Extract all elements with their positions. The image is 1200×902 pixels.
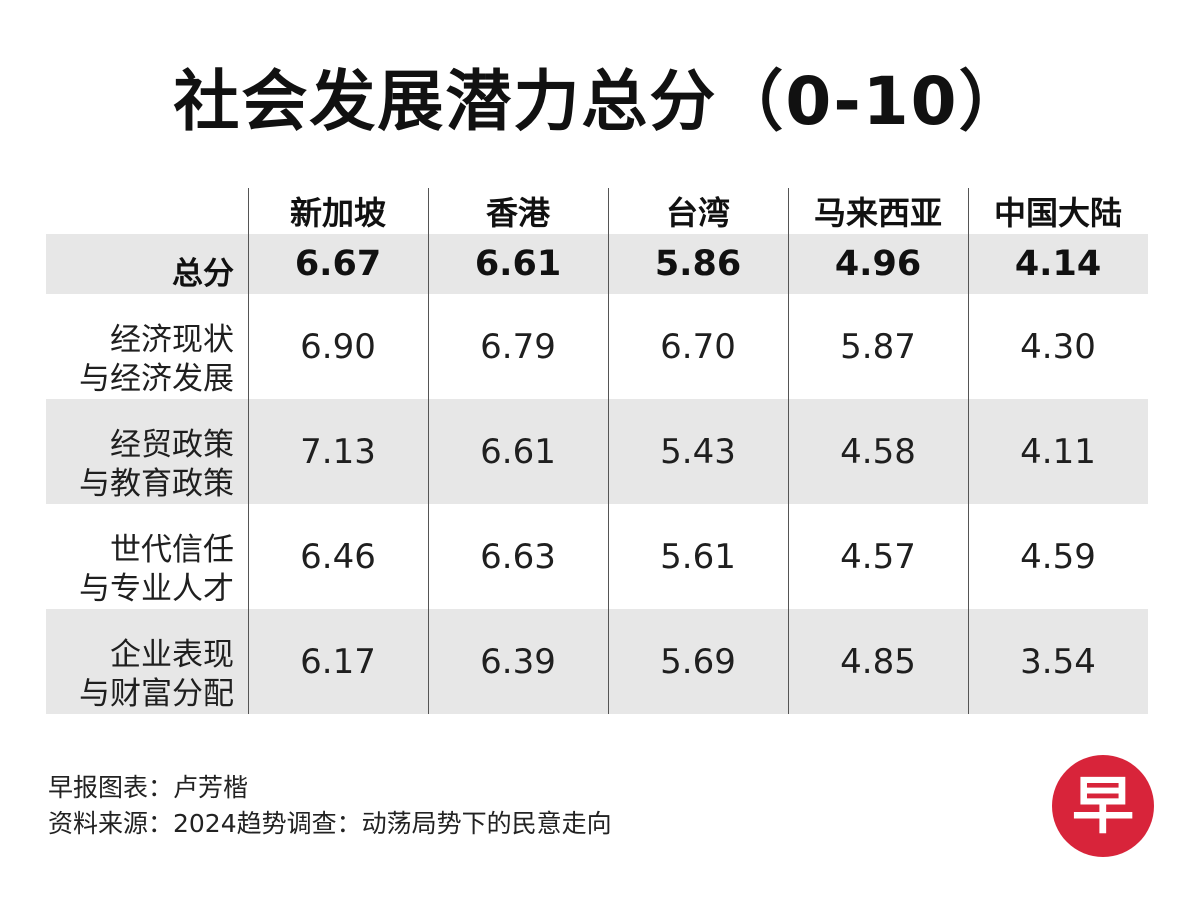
table-cell: 4.59 [1020, 536, 1096, 577]
row-label-line: 世代信任 [110, 532, 234, 568]
table-cell: 3.54 [1020, 641, 1096, 682]
table-row-total: 总分 6.67 6.61 5.86 4.96 4.14 [46, 234, 1148, 294]
row-label: 世代信任 与专业人才 [46, 504, 248, 609]
table-cell: 6.79 [480, 326, 556, 367]
table-cell: 4.96 [834, 244, 922, 284]
footer: 早报图表：卢芳楷 资料来源：2024趋势调查：动荡局势下的民意走向 [48, 770, 612, 842]
table-header-row: 新加坡 香港 台湾 马来西亚 中国大陆 [46, 188, 1148, 234]
table-cell: 4.58 [840, 431, 916, 472]
table-cell: 6.61 [480, 431, 556, 472]
table-cell: 6.70 [660, 326, 736, 367]
table-cell: 6.17 [300, 641, 376, 682]
zaobao-logo-icon: 早 [1052, 755, 1154, 857]
column-divider [428, 188, 429, 714]
column-divider [788, 188, 789, 714]
table-cell: 6.39 [480, 641, 556, 682]
chart-title: 社会发展潜力总分（0-10） [173, 63, 1027, 140]
table-row: 经贸政策 与教育政策 7.13 6.61 5.43 4.58 4.11 [46, 399, 1148, 504]
column-header: 马来西亚 [813, 194, 942, 232]
table-row: 经济现状 与经济发展 6.90 6.79 6.70 5.87 4.30 [46, 294, 1148, 399]
table-cell: 4.30 [1020, 326, 1096, 367]
row-label: 经贸政策 与教育政策 [46, 399, 248, 504]
logo-char: 早 [1071, 769, 1134, 842]
credit-text: 早报图表：卢芳楷 [48, 773, 249, 802]
row-label-line: 与财富分配 [79, 676, 234, 712]
column-divider [248, 188, 249, 714]
column-divider [968, 188, 969, 714]
table-cell: 6.46 [300, 536, 376, 577]
table-cell: 7.13 [300, 431, 376, 472]
column-header: 台湾 [665, 194, 730, 232]
table-cell: 6.90 [300, 326, 376, 367]
row-label-line: 与专业人才 [79, 571, 234, 607]
table-cell: 5.87 [840, 326, 916, 367]
table-row: 企业表现 与财富分配 6.17 6.39 5.69 4.85 3.54 [46, 609, 1148, 714]
column-header: 中国大陆 [993, 194, 1122, 232]
row-label-line: 企业表现 [110, 637, 234, 673]
data-table: 新加坡 香港 台湾 马来西亚 中国大陆 总分 6.67 6.61 5.86 4.… [46, 188, 1148, 714]
table-cell: 5.86 [654, 244, 742, 284]
table-cell: 6.61 [474, 244, 562, 284]
table-cell: 4.11 [1020, 431, 1096, 472]
column-divider [608, 188, 609, 714]
table-cell: 6.63 [480, 536, 556, 577]
table-cell: 4.57 [840, 536, 916, 577]
row-label: 企业表现 与财富分配 [46, 609, 248, 714]
column-header: 新加坡 [289, 194, 386, 232]
table-cell: 5.69 [660, 641, 736, 682]
header-corner [46, 188, 248, 234]
row-label-line: 总分 [172, 256, 234, 292]
row-label: 经济现状 与经济发展 [46, 294, 248, 399]
row-label-line: 与经济发展 [79, 361, 234, 397]
row-label-line: 经贸政策 [110, 427, 234, 463]
row-label-line: 与教育政策 [79, 466, 234, 502]
table-cell: 5.43 [660, 431, 736, 472]
table-cell: 5.61 [660, 536, 736, 577]
row-label-line: 经济现状 [110, 322, 234, 358]
table-cell: 4.85 [840, 641, 916, 682]
column-header: 香港 [485, 194, 550, 232]
row-label: 总分 [46, 234, 248, 294]
table-cell: 6.67 [294, 244, 382, 284]
source-text: 资料来源：2024趋势调查：动荡局势下的民意走向 [48, 809, 612, 838]
table-row: 世代信任 与专业人才 6.46 6.63 5.61 4.57 4.59 [46, 504, 1148, 609]
table-cell: 4.14 [1014, 244, 1102, 284]
